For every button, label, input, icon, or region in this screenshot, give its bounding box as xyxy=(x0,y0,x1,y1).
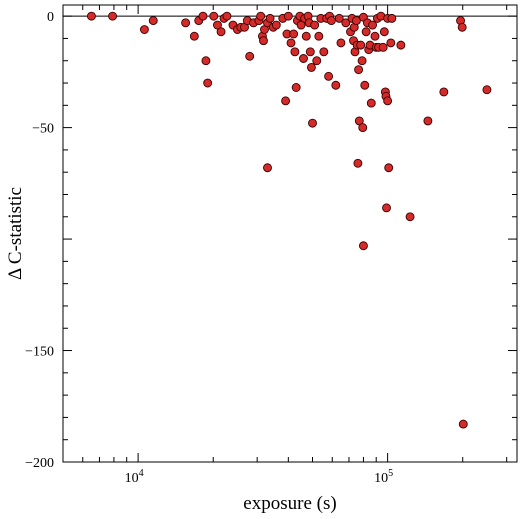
data-point xyxy=(198,11,208,21)
data-point xyxy=(353,158,363,168)
data-point xyxy=(283,11,293,21)
axis-tick-labels: 0 −50 −150 −200 104 105 xyxy=(25,10,393,486)
data-point xyxy=(305,47,315,57)
data-points xyxy=(86,11,492,429)
data-point xyxy=(439,87,449,97)
data-point xyxy=(324,71,334,81)
data-point xyxy=(265,13,275,23)
data-point xyxy=(396,40,406,50)
data-point xyxy=(213,20,222,30)
data-point xyxy=(482,85,492,95)
data-point xyxy=(370,31,380,41)
data-point xyxy=(386,38,396,48)
data-point xyxy=(222,11,232,21)
data-point xyxy=(216,27,226,37)
data-point xyxy=(458,419,468,429)
data-point xyxy=(139,25,149,34)
data-point xyxy=(331,80,341,90)
y-axis-title: Δ C-statistic xyxy=(5,187,26,280)
data-point xyxy=(245,51,255,61)
data-point xyxy=(405,212,415,222)
data-point xyxy=(310,20,320,30)
data-point xyxy=(181,18,191,28)
data-point xyxy=(108,11,118,21)
data-point xyxy=(290,47,300,57)
data-point xyxy=(360,80,370,90)
data-point xyxy=(357,56,367,66)
data-point xyxy=(361,27,371,37)
data-point xyxy=(306,62,316,72)
data-point xyxy=(358,241,368,251)
x-tick-label: 105 xyxy=(374,468,393,486)
data-point xyxy=(457,22,467,32)
data-point xyxy=(289,29,299,39)
data-point xyxy=(379,27,389,37)
y-tick-label: 0 xyxy=(47,10,54,25)
data-point xyxy=(256,11,266,21)
data-point xyxy=(382,203,391,213)
data-point xyxy=(358,123,368,133)
x-axis-title: exposure (s) xyxy=(243,493,336,514)
data-point xyxy=(209,11,219,21)
plot-area xyxy=(62,4,518,463)
data-point xyxy=(384,163,394,173)
y-tick-label: −150 xyxy=(25,345,54,360)
data-point xyxy=(319,47,329,57)
data-point xyxy=(387,13,397,23)
x-tick-label: 104 xyxy=(125,468,144,486)
data-point xyxy=(326,16,336,26)
data-point xyxy=(189,31,199,41)
data-point xyxy=(301,31,311,41)
data-point xyxy=(334,13,344,23)
data-point xyxy=(259,36,268,46)
data-point xyxy=(203,78,213,88)
y-tick-label: −50 xyxy=(32,122,54,137)
data-point xyxy=(312,56,322,66)
y-tick-label: −200 xyxy=(25,456,54,471)
data-point xyxy=(86,11,96,21)
data-point xyxy=(341,18,351,28)
data-point xyxy=(286,38,296,48)
plot-frame xyxy=(62,4,518,463)
data-point xyxy=(366,98,376,108)
data-point xyxy=(314,31,324,41)
data-point xyxy=(336,38,346,48)
data-point xyxy=(148,16,158,26)
data-point xyxy=(263,163,272,173)
data-point xyxy=(201,56,211,66)
data-point xyxy=(423,116,433,126)
data-point xyxy=(368,20,377,30)
data-point xyxy=(308,118,317,128)
data-point xyxy=(271,20,281,30)
data-point xyxy=(354,65,364,75)
data-point xyxy=(291,83,301,92)
data-point xyxy=(356,40,366,50)
data-point xyxy=(281,96,291,106)
data-point xyxy=(352,16,361,26)
data-point xyxy=(383,96,393,106)
data-point xyxy=(299,54,308,63)
data-point xyxy=(378,42,388,52)
axis-ticks xyxy=(62,5,517,463)
